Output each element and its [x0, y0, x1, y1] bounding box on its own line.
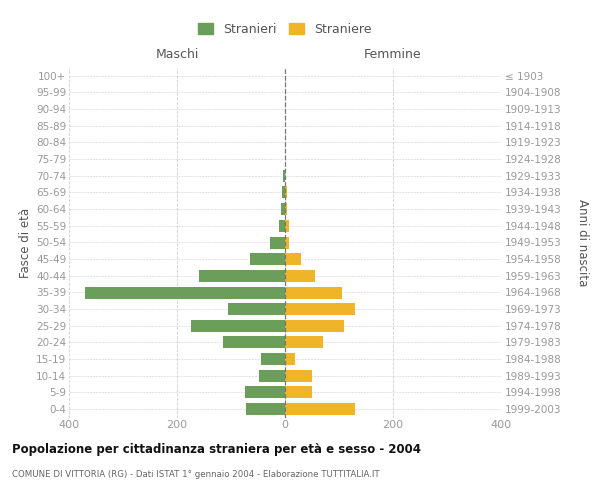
- Bar: [285, 320, 344, 332]
- Bar: [246, 403, 285, 415]
- Text: Maschi: Maschi: [155, 48, 199, 60]
- Bar: [259, 370, 285, 382]
- Bar: [229, 303, 285, 315]
- Bar: [283, 170, 285, 182]
- Bar: [223, 336, 285, 348]
- Bar: [250, 253, 285, 265]
- Bar: [285, 236, 289, 248]
- Bar: [270, 236, 285, 248]
- Bar: [285, 270, 314, 282]
- Bar: [285, 370, 312, 382]
- Bar: [285, 403, 355, 415]
- Bar: [285, 286, 342, 298]
- Y-axis label: Fasce di età: Fasce di età: [19, 208, 32, 278]
- Bar: [199, 270, 285, 282]
- Bar: [281, 203, 285, 215]
- Bar: [285, 253, 301, 265]
- Bar: [260, 353, 285, 365]
- Bar: [285, 203, 287, 215]
- Bar: [285, 186, 287, 198]
- Bar: [191, 320, 285, 332]
- Text: Popolazione per cittadinanza straniera per età e sesso - 2004: Popolazione per cittadinanza straniera p…: [12, 442, 421, 456]
- Text: COMUNE DI VITTORIA (RG) - Dati ISTAT 1° gennaio 2004 - Elaborazione TUTTITALIA.I: COMUNE DI VITTORIA (RG) - Dati ISTAT 1° …: [12, 470, 380, 479]
- Y-axis label: Anni di nascita: Anni di nascita: [576, 199, 589, 286]
- Bar: [85, 286, 285, 298]
- Text: Femmine: Femmine: [364, 48, 422, 60]
- Bar: [278, 220, 285, 232]
- Bar: [283, 186, 285, 198]
- Legend: Stranieri, Straniere: Stranieri, Straniere: [193, 18, 377, 40]
- Bar: [285, 353, 295, 365]
- Bar: [285, 386, 312, 398]
- Bar: [285, 303, 355, 315]
- Bar: [245, 386, 285, 398]
- Bar: [285, 336, 323, 348]
- Bar: [285, 220, 289, 232]
